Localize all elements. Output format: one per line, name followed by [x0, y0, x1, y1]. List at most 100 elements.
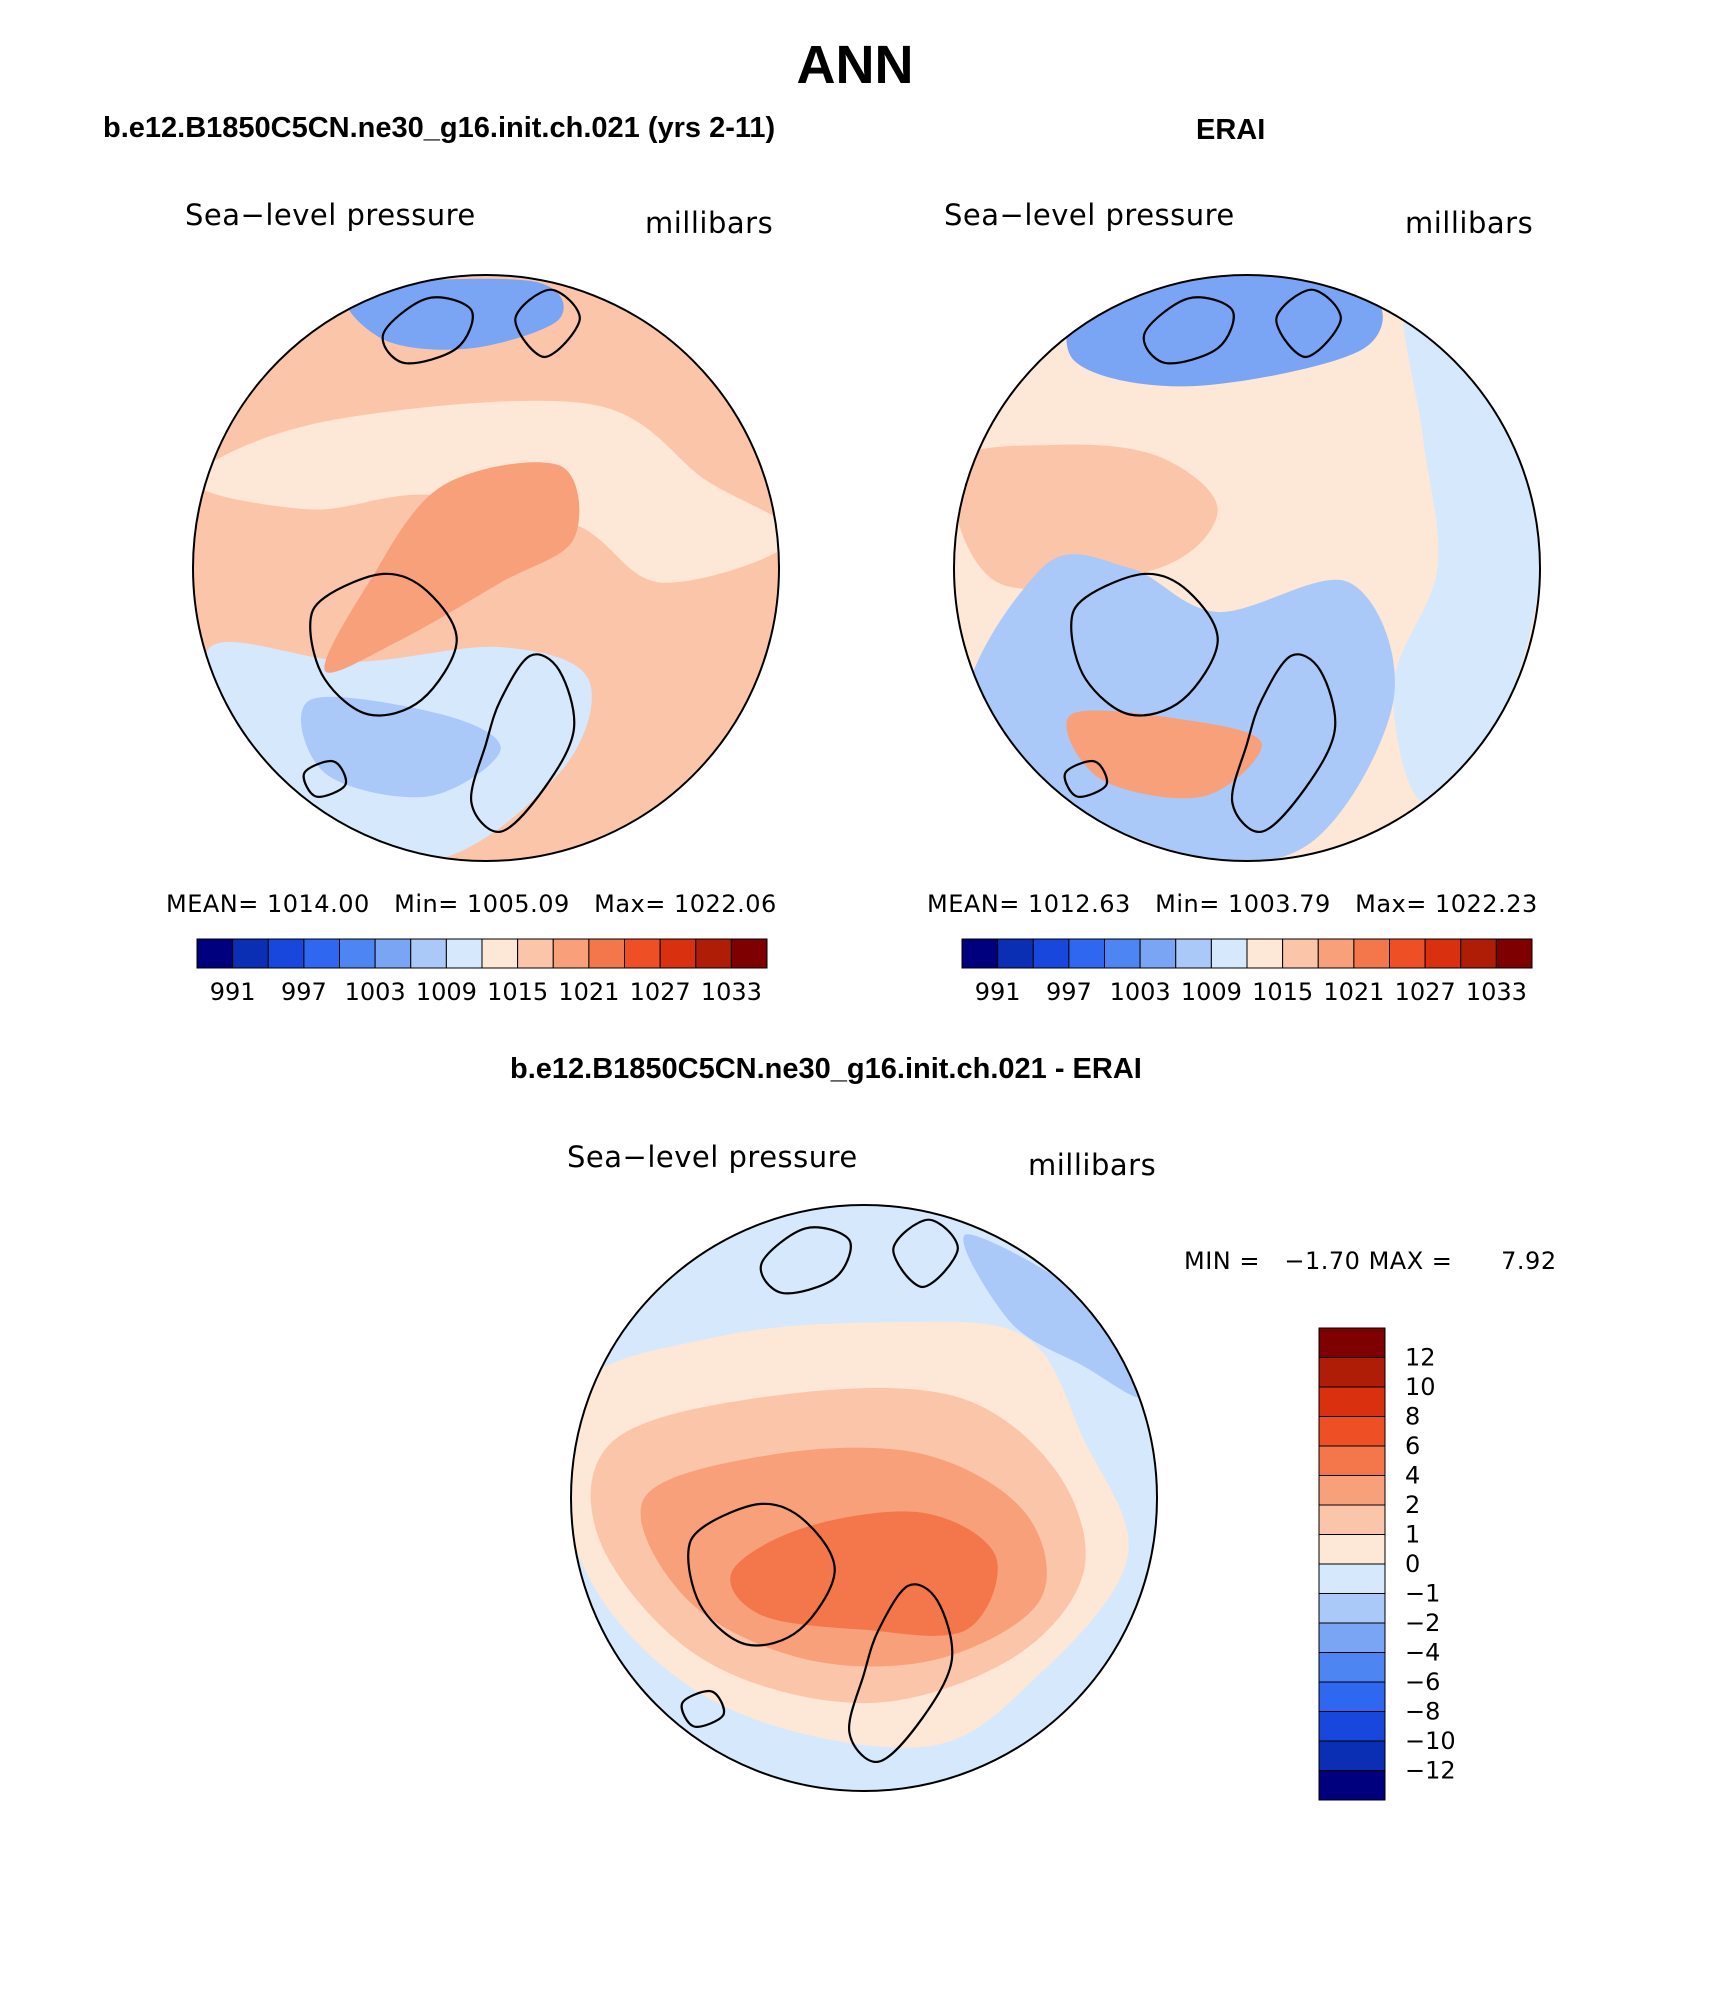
panel1-mean-value: 1014.00	[267, 890, 370, 918]
panel2-colorbar-box	[1032, 938, 1070, 969]
panel2-coastline-0	[1070, 572, 1219, 717]
panel3-colorbar-box	[1318, 1445, 1386, 1476]
panel3-max-label: MAX =	[1368, 1247, 1453, 1275]
page-title: ANN	[796, 35, 914, 95]
panel1-coastline-4	[302, 759, 348, 798]
panel2-colorbar-tick-label: 1033	[1466, 978, 1527, 1006]
panel1-coastline-0	[309, 572, 458, 717]
panel2-max-value: 1022.23	[1435, 890, 1538, 918]
panel3-colorbar-box	[1318, 1475, 1386, 1506]
panel1-colorbar-tick-label: 1015	[487, 978, 548, 1006]
panel3-min-label: MIN =	[1184, 1247, 1260, 1275]
panel1-colorbar-box	[517, 938, 554, 969]
panel2-colorbar-box	[1495, 938, 1533, 969]
panel2-map	[954, 275, 1540, 861]
panel2-colorbar-box	[997, 938, 1034, 969]
panel2-colorbar-tick-label: 1021	[1323, 978, 1384, 1006]
panel2-colorbar-box	[1389, 938, 1426, 969]
panel3-coastline-4	[680, 1689, 726, 1728]
panel3-colorbar-box	[1318, 1711, 1386, 1742]
panel2-units: millibars	[1405, 206, 1534, 240]
panel1-colorbar-box	[695, 938, 732, 969]
panel1-colorbar-box	[303, 938, 340, 969]
panel2-stats: MEAN= 1012.63 Min= 1003.79 Max= 1022.23	[927, 890, 1538, 918]
panel3-map-outline	[570, 1204, 1158, 1792]
panel1-max-value: 1022.06	[674, 890, 777, 918]
panel3-colorbar-tick-label: 8	[1405, 1403, 1420, 1431]
panel1-min-value: 1005.09	[466, 890, 570, 918]
panel1-colorbar-box	[659, 938, 697, 969]
panel3-colorbar-box	[1318, 1357, 1386, 1388]
panel3-colorbar-box	[1318, 1563, 1386, 1594]
panel3-colorbar-box	[1318, 1534, 1386, 1565]
panel3-coastline-2	[759, 1226, 852, 1295]
panel1-colorbar-box	[552, 938, 590, 969]
panel1-stats: MEAN= 1014.00 Min= 1005.09 Max= 1022.06	[166, 890, 777, 918]
panel1-coastline-3	[514, 288, 581, 359]
panel1-colorbar-tick-label: 991	[210, 978, 256, 1006]
panel1-coastline-1	[470, 653, 576, 833]
panel3-variable: Sea−level pressure	[567, 1140, 858, 1174]
panel2-colorbar-box	[1104, 938, 1141, 969]
panel1-contour-5	[324, 462, 580, 673]
panel3-coastline-3	[892, 1218, 959, 1289]
panel2-colorbar-box	[1175, 938, 1212, 969]
panel2-colorbar-tick-label: 1009	[1181, 978, 1242, 1006]
panel3-colorbar-box	[1318, 1770, 1386, 1801]
panel3-max-value: 7.92	[1501, 1247, 1557, 1275]
panel2-colorbar-box	[1424, 938, 1462, 969]
panel1-contour-3	[300, 696, 501, 798]
panel1-colorbar-tick-label: 1033	[701, 978, 762, 1006]
panel1-colorbar-box	[232, 938, 269, 969]
panel3-colorbar-tick-label: −2	[1405, 1609, 1440, 1637]
panel2-map-outline	[953, 274, 1541, 862]
panel1-colorbar-tick-label: 1003	[345, 978, 406, 1006]
panel3-colorbar-tick-label: 6	[1405, 1432, 1420, 1460]
panel2-coastline-3	[1275, 288, 1342, 359]
panel2-coastline-4	[1063, 759, 1109, 798]
panel2-colorbar-box	[1282, 938, 1319, 969]
panel2-colorbar-tick-label: 1003	[1110, 978, 1171, 1006]
panel2-colorbar-box	[1460, 938, 1497, 969]
panel3-coastline-1	[848, 1583, 954, 1763]
panel2-mean-label: MEAN=	[927, 890, 1020, 918]
panel3-contour-4	[963, 1234, 1143, 1398]
panel2-colorbar-tick-label: 1015	[1252, 978, 1313, 1006]
panel2-colorbar-tick-label: 1027	[1395, 978, 1456, 1006]
panel1-colorbar-tick-label: 1009	[416, 978, 477, 1006]
panel1-colorbar-box	[196, 938, 234, 969]
panel2-contour-0	[954, 444, 1218, 590]
panel3-colorbar-box	[1318, 1622, 1386, 1653]
panel1-colorbar-box	[445, 938, 483, 969]
panel1-colorbar-box	[410, 938, 447, 969]
panel2-min-label: Min=	[1155, 890, 1220, 918]
panel3-colorbar-tick-label: 2	[1405, 1491, 1420, 1519]
panel2-colorbar-box	[1139, 938, 1177, 969]
panel1-colorbar-box	[730, 938, 768, 969]
panel2-coastline-2	[1142, 296, 1235, 365]
panel3-colorbar-tick-label: −12	[1405, 1757, 1456, 1785]
panel2-colorbar-box	[1068, 938, 1105, 969]
panel3-min-value: −1.70	[1284, 1247, 1361, 1275]
panel2-coastline-1	[1230, 653, 1337, 833]
panel2-variable: Sea−level pressure	[944, 198, 1235, 232]
panel1-coastline-2	[381, 296, 474, 365]
panel3-map	[571, 1205, 1157, 1791]
panel1-units: millibars	[645, 206, 774, 240]
panel1-variable: Sea−level pressure	[185, 198, 476, 232]
panel1-title: b.e12.B1850C5CN.ne30_g16.init.ch.021 (yr…	[103, 112, 776, 144]
panel3-colorbar-box	[1318, 1504, 1386, 1535]
panel1-mean-label: MEAN=	[166, 890, 259, 918]
panel3-units: millibars	[1028, 1148, 1157, 1182]
panel3-colorbar-tick-label: −10	[1405, 1727, 1456, 1755]
panel1-colorbar-box	[481, 938, 519, 969]
panel2-colorbar-tick-label: 991	[975, 978, 1021, 1006]
panel3-stats: MIN = −1.70 MAX = 7.92	[1184, 1247, 1557, 1275]
panel1-map	[193, 275, 779, 861]
panel1-colorbar-box	[624, 938, 661, 969]
panel2-contour-2	[965, 554, 1395, 861]
panel2-colorbar-box	[961, 938, 999, 969]
panel2-contour-4	[1066, 710, 1262, 799]
panel3-colorbar-box	[1318, 1652, 1386, 1683]
panel3-colorbar-tick-label: −6	[1405, 1668, 1440, 1696]
